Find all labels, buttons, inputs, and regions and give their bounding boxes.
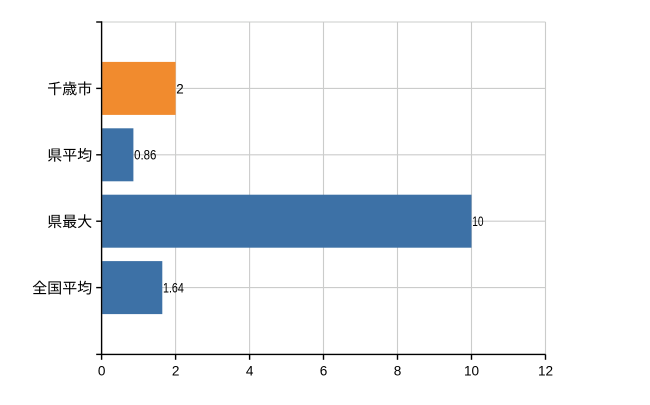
svg-text:1.64: 1.64 [163, 281, 184, 296]
svg-text:12: 12 [538, 363, 553, 378]
svg-text:0.86: 0.86 [134, 148, 156, 163]
svg-text:2: 2 [176, 81, 183, 96]
svg-text:8: 8 [394, 363, 402, 378]
svg-text:4: 4 [246, 363, 254, 378]
svg-text:0: 0 [98, 363, 106, 378]
svg-text:2: 2 [172, 363, 180, 378]
svg-text:6: 6 [320, 363, 328, 378]
svg-text:10: 10 [472, 214, 483, 229]
svg-text:10: 10 [464, 363, 480, 378]
